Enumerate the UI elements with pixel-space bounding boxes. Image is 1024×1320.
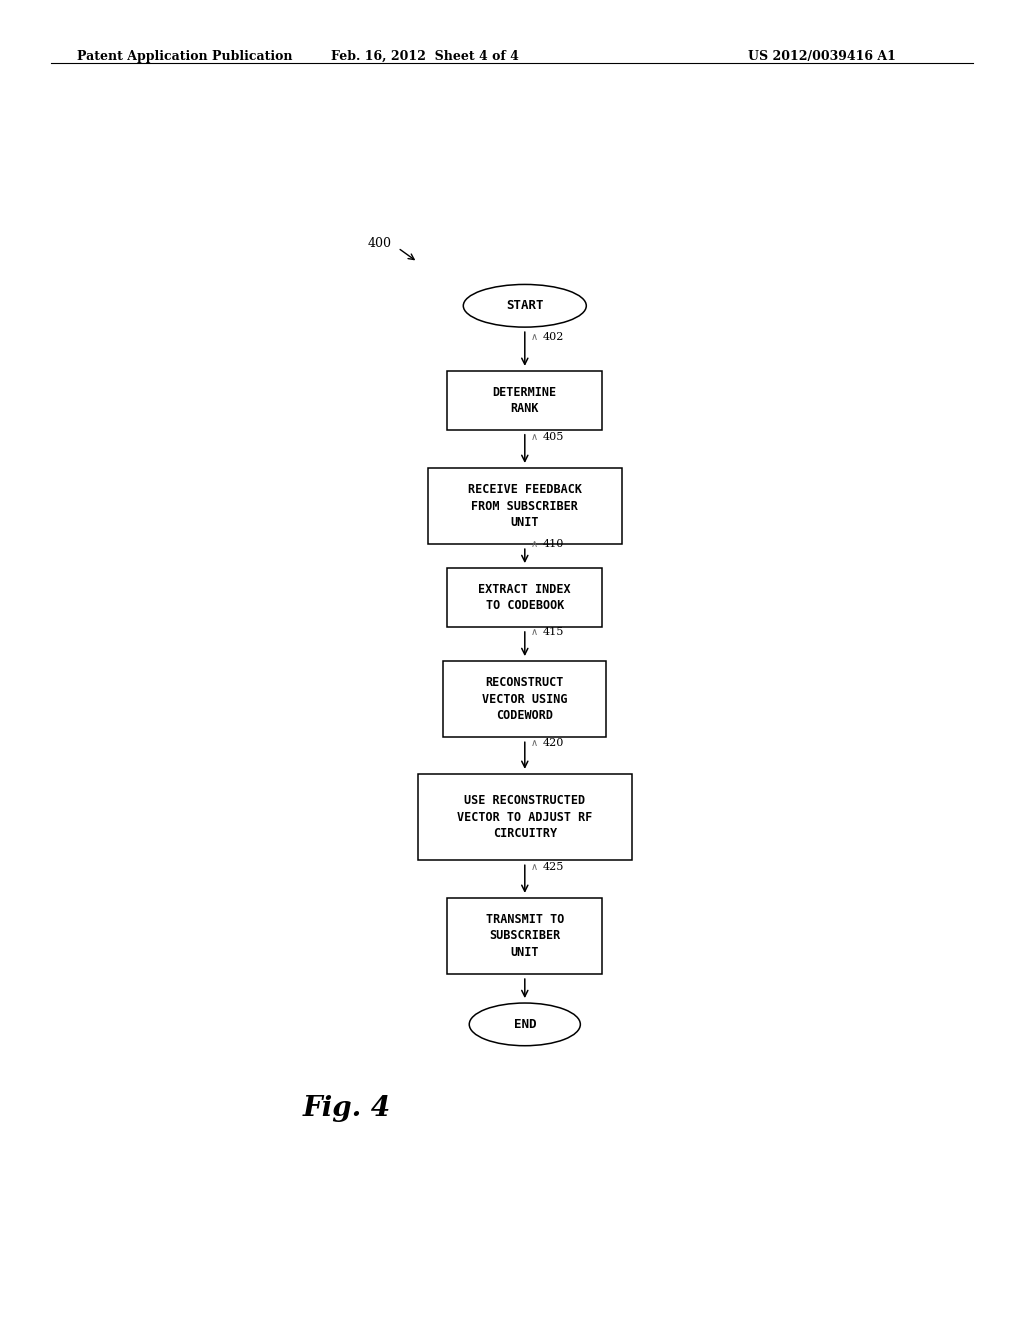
Text: ∧: ∧ (531, 539, 539, 549)
Bar (418, 774, 632, 861)
Bar (447, 371, 602, 430)
Text: RECEIVE FEEDBACK
FROM SUBSCRIBER
UNIT: RECEIVE FEEDBACK FROM SUBSCRIBER UNIT (468, 483, 582, 529)
Text: ∧: ∧ (531, 627, 539, 636)
Text: Patent Application Publication: Patent Application Publication (77, 50, 292, 63)
Bar (447, 898, 602, 974)
Bar (447, 568, 602, 627)
Text: TRANSMIT TO
SUBSCRIBER
UNIT: TRANSMIT TO SUBSCRIBER UNIT (485, 913, 564, 958)
Bar (428, 467, 622, 544)
Bar (443, 661, 606, 738)
Text: USE RECONSTRUCTED
VECTOR TO ADJUST RF
CIRCUITRY: USE RECONSTRUCTED VECTOR TO ADJUST RF CI… (457, 795, 593, 840)
Text: END: END (514, 1018, 536, 1031)
Text: EXTRACT INDEX
TO CODEBOOK: EXTRACT INDEX TO CODEBOOK (478, 582, 571, 612)
Text: 420: 420 (543, 738, 563, 748)
Text: 402: 402 (543, 331, 563, 342)
Text: ∧: ∧ (531, 432, 539, 442)
Text: 425: 425 (543, 862, 563, 871)
Text: START: START (506, 300, 544, 313)
Text: 405: 405 (543, 432, 563, 442)
Text: ∧: ∧ (531, 862, 539, 871)
Text: ∧: ∧ (531, 738, 539, 748)
Text: US 2012/0039416 A1: US 2012/0039416 A1 (749, 50, 896, 63)
Text: 400: 400 (368, 238, 391, 251)
Text: 415: 415 (543, 627, 563, 636)
Text: Feb. 16, 2012  Sheet 4 of 4: Feb. 16, 2012 Sheet 4 of 4 (331, 50, 519, 63)
Text: 410: 410 (543, 539, 563, 549)
Text: ∧: ∧ (531, 331, 539, 342)
Text: DETERMINE
RANK: DETERMINE RANK (493, 385, 557, 414)
Text: RECONSTRUCT
VECTOR USING
CODEWORD: RECONSTRUCT VECTOR USING CODEWORD (482, 676, 567, 722)
Text: Fig. 4: Fig. 4 (303, 1096, 391, 1122)
